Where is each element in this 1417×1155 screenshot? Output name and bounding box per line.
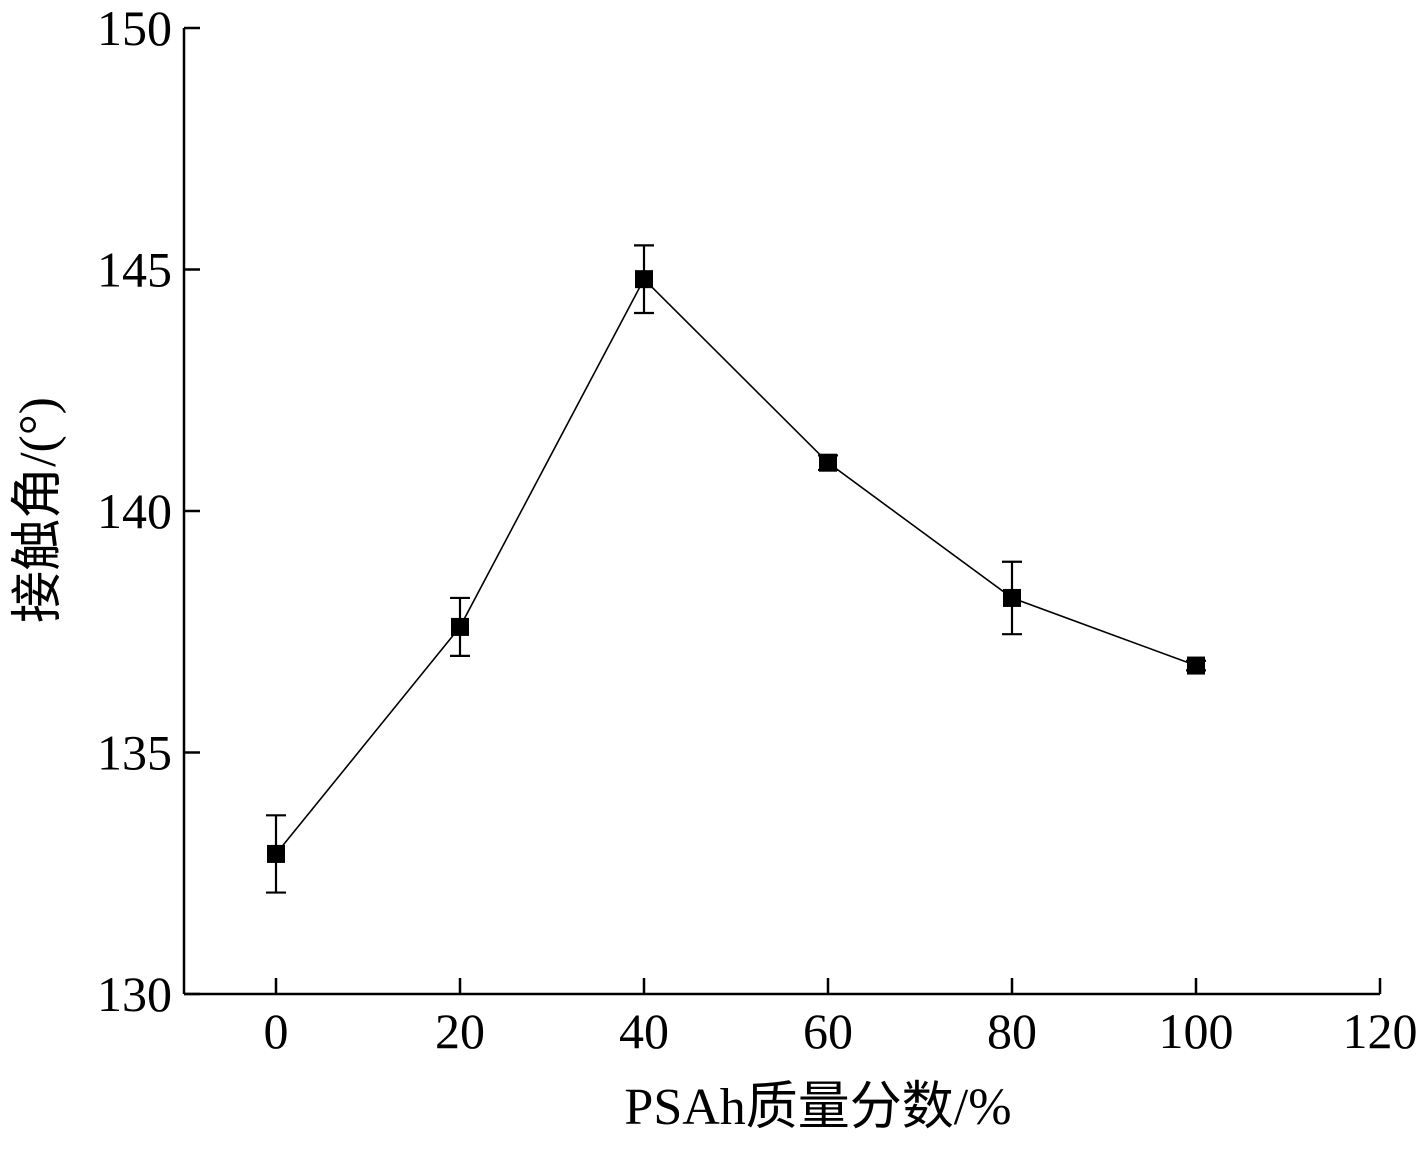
x-tick-label-4: 80 xyxy=(987,1003,1037,1059)
x-tick-label-3: 60 xyxy=(803,1003,853,1059)
x-tick-label-1: 20 xyxy=(435,1003,485,1059)
x-tick-label-6: 120 xyxy=(1343,1003,1417,1059)
data-point-0 xyxy=(267,844,285,863)
y-tick-label-1: 135 xyxy=(97,725,172,781)
y-tick-label-4: 150 xyxy=(97,0,172,56)
data-point-3 xyxy=(819,453,837,472)
data-point-1 xyxy=(451,617,469,636)
y-tick-label-2: 140 xyxy=(97,483,172,539)
data-point-4 xyxy=(1003,588,1021,607)
data-point-2 xyxy=(635,270,653,289)
x-axis-title: PSAh质量分数/% xyxy=(624,1079,1011,1136)
x-tick-label-2: 40 xyxy=(619,1003,669,1059)
x-tick-label-5: 100 xyxy=(1159,1003,1234,1059)
x-tick-label-0: 0 xyxy=(264,1003,289,1059)
series xyxy=(266,244,1206,894)
y-tick-label-3: 145 xyxy=(97,242,172,298)
y-ticks: 130 135 140 145 150 xyxy=(97,0,200,1022)
data-point-5 xyxy=(1187,656,1205,675)
axes xyxy=(182,28,1380,996)
y-axis-title: 接触角/(°) xyxy=(10,397,67,623)
series-line-0 xyxy=(275,277,1197,855)
x-ticks: 0 20 40 60 80 100 120 xyxy=(264,978,1417,1059)
y-tick-label-0: 130 xyxy=(97,966,172,1022)
